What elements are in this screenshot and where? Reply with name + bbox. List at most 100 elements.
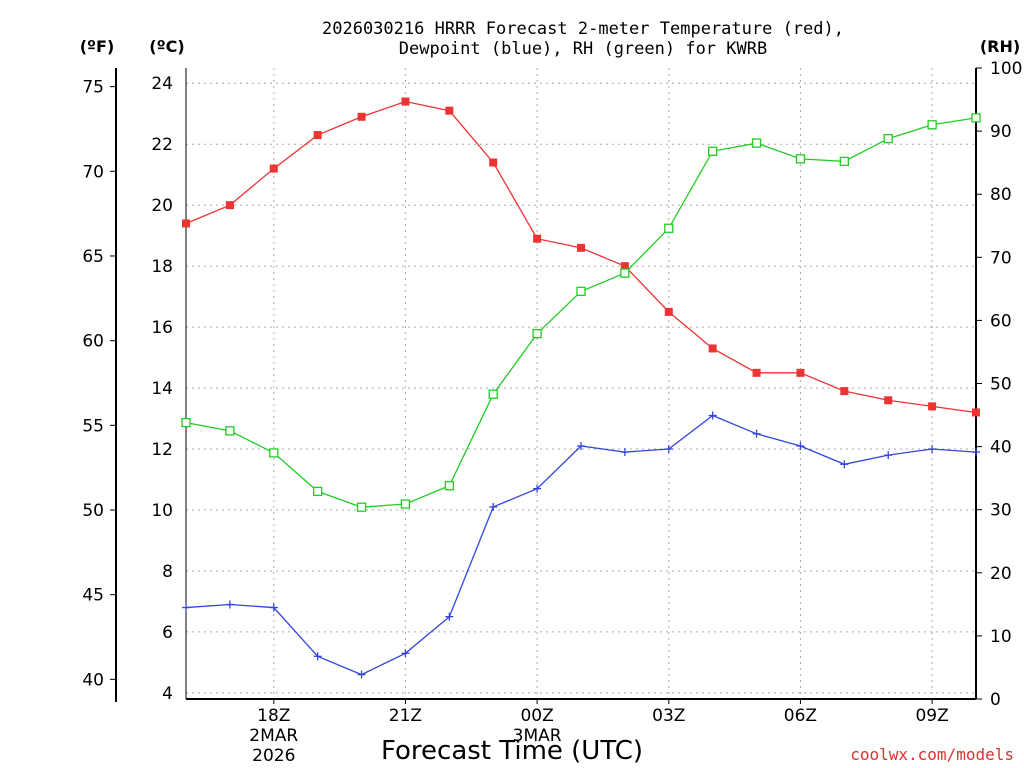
- x-tick-date-label: 2MAR: [249, 726, 298, 746]
- dewpoint-point: [884, 451, 893, 460]
- dewpoint-point: [445, 612, 454, 621]
- chart-title-line-1: 2026030216 HRRR Forecast 2-meter Tempera…: [322, 19, 844, 39]
- rh-tick-label: 20: [990, 564, 1012, 584]
- x-tick-label: 03Z: [652, 706, 685, 726]
- dewpoint-point: [533, 484, 542, 493]
- dewpoint-point: [489, 502, 498, 511]
- 2-meter-temperature-point: [752, 368, 761, 377]
- fahrenheit-tick-label: 75: [82, 78, 104, 98]
- dewpoint-line: [185, 414, 977, 676]
- celsius-tick-label: 18: [151, 257, 173, 277]
- dewpoint-point: [313, 652, 322, 661]
- 2-meter-temperature-point: [708, 344, 717, 353]
- x-tick-label: 09Z: [915, 706, 948, 726]
- 2-meter-temperature-point: [972, 408, 980, 417]
- 2-meter-temperature-point: [313, 131, 322, 140]
- fahrenheit-tick-label: 45: [82, 586, 104, 606]
- rh-tick-label: 100: [990, 59, 1022, 79]
- rh-tick-label: 60: [990, 311, 1012, 331]
- rh-tick-label: 80: [990, 185, 1012, 205]
- rh-tick-label: 70: [990, 248, 1012, 268]
- dewpoint-point: [972, 448, 980, 457]
- 2-meter-temperature-point: [489, 158, 498, 167]
- 2-meter-temperature-point: [840, 387, 849, 396]
- 2-meter-temperature-point: [664, 307, 673, 316]
- 2-meter-temperature-point: [796, 368, 805, 377]
- x-tick-year-label: 2026: [252, 746, 295, 766]
- dewpoint-point: [664, 445, 673, 454]
- x-tick-label: 06Z: [784, 706, 817, 726]
- 2-meter-temperature-point: [401, 97, 410, 106]
- dewpoint-point: [357, 670, 366, 679]
- celsius-tick-label: 12: [151, 440, 173, 460]
- rh-point: [576, 286, 586, 297]
- fahrenheit-tick-label: 65: [82, 247, 104, 267]
- rh-point: [708, 146, 718, 156]
- 2-meter-temperature-point: [577, 243, 585, 252]
- dewpoint-point: [401, 649, 410, 658]
- rh-point: [313, 486, 323, 497]
- fahrenheit-tick-label: 70: [82, 162, 104, 182]
- unit-label-rh: (RH): [980, 37, 1020, 56]
- chart-title-line-2: Dewpoint (blue), RH (green) for KWRB: [399, 39, 767, 59]
- dewpoint-point: [182, 603, 190, 612]
- 2-meter-temperature-point: [884, 396, 893, 405]
- celsius-tick-label: 14: [151, 379, 173, 399]
- 2-meter-temperature-line: [185, 100, 977, 414]
- rh-point: [795, 154, 806, 164]
- fahrenheit-tick-label: 55: [82, 416, 104, 436]
- dewpoint-point: [840, 460, 849, 469]
- rh-point: [488, 389, 498, 399]
- rh-point: [225, 426, 235, 436]
- celsius-tick-label: 6: [162, 623, 173, 643]
- 2-meter-temperature-point: [620, 262, 629, 271]
- rh-tick-label: 50: [990, 375, 1012, 395]
- x-tick-date-label: 3MAR: [513, 726, 562, 746]
- rh-point: [356, 502, 367, 512]
- fahrenheit-tick-label: 60: [82, 332, 104, 352]
- 2-meter-temperature-point: [182, 219, 190, 228]
- rh-point: [664, 223, 674, 233]
- celsius-tick-label: 10: [151, 501, 173, 521]
- unit-label-celsius: (ºC): [149, 37, 184, 56]
- unit-label-fahrenheit: (ºF): [80, 37, 115, 56]
- rh-point: [883, 134, 893, 144]
- dewpoint-point: [752, 429, 761, 438]
- dewpoint-point: [928, 445, 937, 454]
- dewpoint-point: [620, 448, 629, 457]
- rh-point: [839, 156, 849, 167]
- tick-labels: 4 6 8 10 12 14 16 18 20 22 24 40 45 50 55 60 65 70 75 0 10 20…: [82, 59, 1022, 766]
- 2-meter-temperature-point: [928, 402, 937, 411]
- rh-point: [927, 120, 937, 130]
- grid-lines: [186, 68, 976, 699]
- dewpoint-point: [225, 600, 234, 609]
- rh-tick-label: 40: [990, 438, 1012, 458]
- rh-point: [532, 329, 542, 339]
- celsius-tick-label: 22: [151, 135, 173, 155]
- x-tick-label: 21Z: [389, 706, 422, 726]
- dewpoint-point: [708, 411, 717, 420]
- rh-point: [400, 499, 411, 509]
- 2-meter-temperature-point: [445, 106, 454, 115]
- rh-point: [971, 113, 981, 123]
- fahrenheit-tick-label: 40: [82, 670, 104, 690]
- dewpoint-point: [796, 441, 805, 450]
- x-axis-title: Forecast Time (UTC): [381, 736, 643, 766]
- celsius-tick-label: 4: [162, 684, 173, 704]
- 2-meter-temperature-point: [533, 234, 542, 243]
- axes: [110, 67, 982, 704]
- rh-tick-label: 0: [990, 690, 1001, 710]
- celsius-tick-label: 20: [151, 196, 173, 216]
- x-tick-label: 18Z: [257, 706, 290, 726]
- rh-point: [181, 417, 191, 428]
- celsius-tick-label: 16: [151, 318, 173, 338]
- rh-point: [751, 138, 762, 148]
- 2-meter-temperature-point: [269, 164, 278, 173]
- data-series: [181, 97, 981, 679]
- rh-tick-label: 30: [990, 501, 1012, 521]
- rh-point: [620, 268, 630, 278]
- celsius-tick-label: 8: [162, 562, 173, 582]
- dewpoint-point: [577, 441, 585, 450]
- x-tick-label: 00Z: [520, 706, 553, 726]
